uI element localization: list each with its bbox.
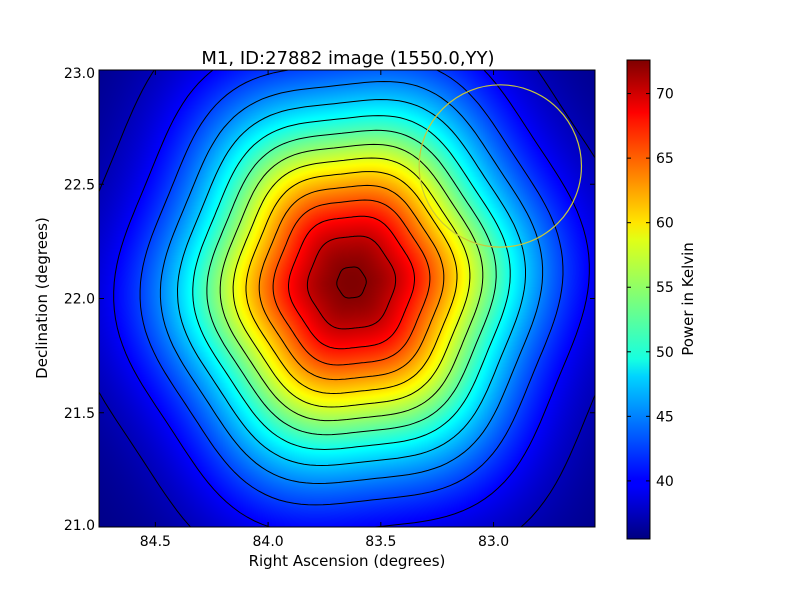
chart-title: M1, ID:27882 image (1550.0,YY) (201, 48, 494, 69)
colorbar-tick-label: 70 (656, 87, 674, 103)
contour-level-12 (288, 215, 415, 350)
colorbar-tick-label: 65 (656, 151, 674, 167)
y-tick-label: 21.5 (64, 406, 95, 422)
colorbar-tick-label: 50 (656, 345, 674, 361)
colorbar-tick-label: 55 (656, 280, 674, 296)
colorbar-tick-label: 40 (656, 474, 674, 490)
heatmap-image (99, 70, 595, 527)
colorbar-label: Power in Kelvin (679, 242, 697, 356)
beam-circle (418, 84, 583, 248)
heatmap-image-container (99, 70, 595, 527)
contour-level-10 (258, 184, 445, 381)
y-tick-label: 22.0 (64, 292, 95, 308)
contour-level-11 (272, 199, 431, 366)
contour-level-3 (159, 80, 544, 485)
contour-level-5 (192, 115, 511, 451)
y-tick-label: 21.0 (64, 518, 95, 534)
colorbar: 40 45 50 55 60 65 70 Power in Kelvin (626, 59, 697, 540)
x-axis: 84.5 84.0 83.5 83.0 (140, 70, 509, 550)
x-tick-label: 83.5 (365, 534, 396, 550)
y-tick-label: 22.5 (64, 177, 95, 193)
x-tick-label: 84.5 (140, 534, 171, 550)
x-tick-label: 84.0 (253, 534, 284, 550)
contour-level-14 (336, 266, 367, 299)
contour-level-13 (306, 235, 397, 330)
x-axis-label: Right Ascension (degrees) (249, 552, 446, 570)
x-tick-label: 83.0 (478, 534, 509, 550)
contour-level-4 (176, 98, 526, 467)
colorbar-ticks: 40 45 50 55 60 65 70 (627, 87, 674, 490)
y-axis-label: Declination (degrees) (33, 217, 51, 379)
contour-level-8 (232, 157, 471, 408)
y-axis: 21.0 21.5 22.0 22.5 23.0 (64, 66, 595, 534)
contour-level-9 (245, 171, 458, 395)
colorbar-gradient (626, 59, 651, 540)
heatmap-plot-area (98, 69, 596, 528)
contour-lines (99, 70, 595, 527)
contour-level-2 (139, 70, 564, 506)
y-tick-label: 23.0 (64, 66, 95, 82)
colorbar-tick-label: 60 (656, 216, 674, 232)
contour-level-1 (113, 70, 590, 527)
contour-level-7 (219, 143, 484, 422)
colorbar-tick-label: 45 (656, 409, 674, 425)
contour-level-6 (206, 129, 497, 436)
